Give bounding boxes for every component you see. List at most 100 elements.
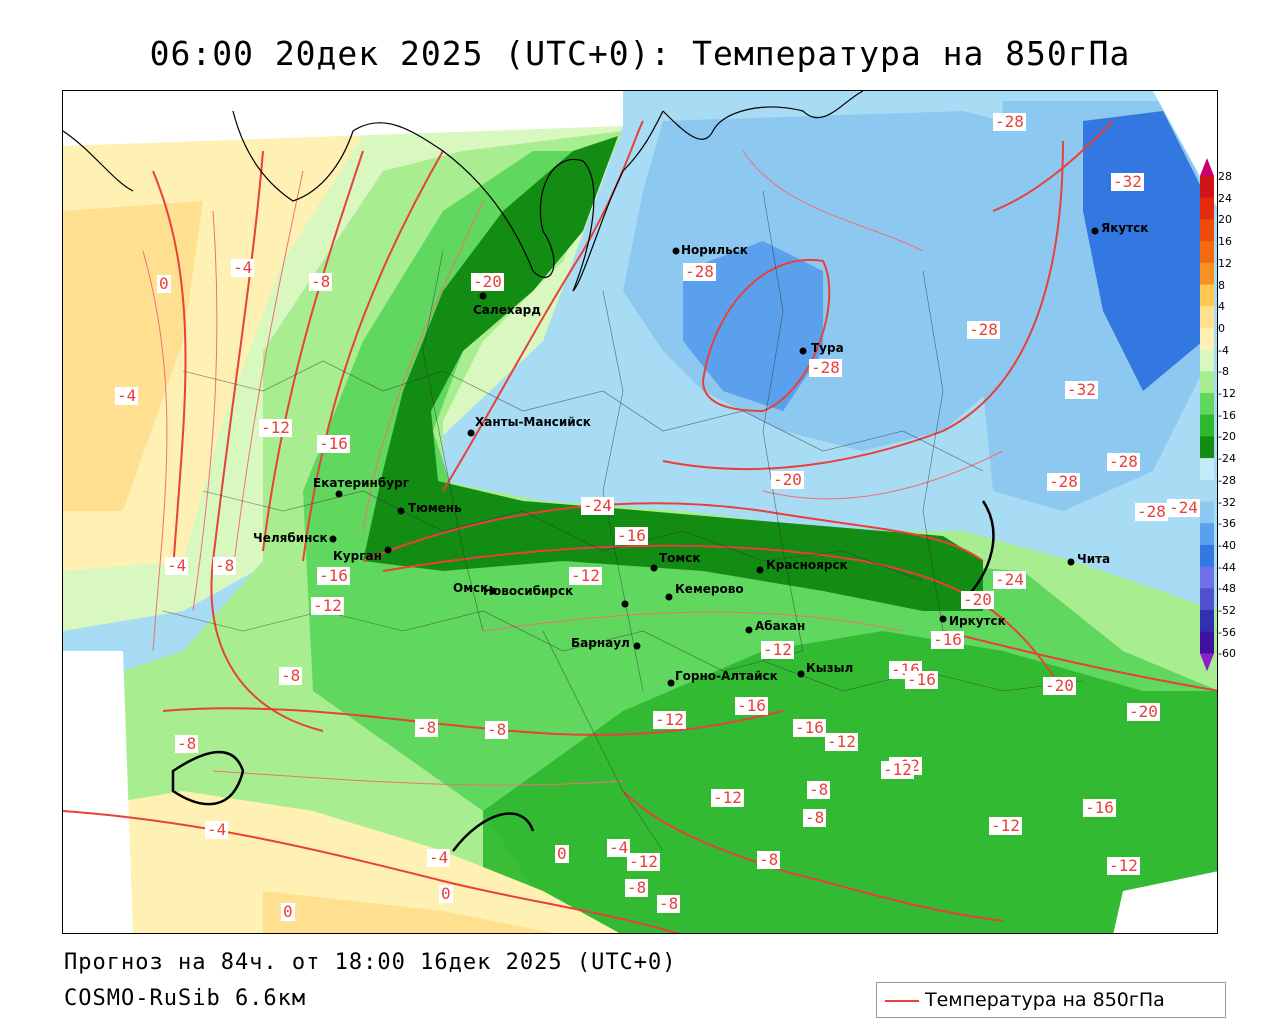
contour-label: -4 xyxy=(231,258,255,277)
scale-swatch xyxy=(1200,371,1214,394)
contour-label: -8 xyxy=(213,556,237,575)
contour-label: -28 xyxy=(993,112,1026,131)
contour-label: -12 xyxy=(825,732,858,751)
scale-tick-label: -48 xyxy=(1218,582,1236,596)
scale-top-arrow xyxy=(1200,158,1214,176)
contour-label: -28 xyxy=(809,358,842,377)
contour-label: -8 xyxy=(625,878,649,897)
scale-swatch xyxy=(1200,306,1214,329)
scale-tick-label: -44 xyxy=(1218,560,1236,574)
contour-label: -16 xyxy=(1083,798,1116,817)
contour-label: -4 xyxy=(205,820,229,839)
contour-label: -4 xyxy=(165,556,189,575)
contour-label: -12 xyxy=(653,710,686,729)
scale-tick-label: 28 xyxy=(1218,170,1232,183)
city-label: Челябинск xyxy=(253,531,328,545)
city-label: Омск xyxy=(453,581,489,595)
color-scale-bar xyxy=(1200,158,1214,672)
scale-tick-label: -40 xyxy=(1218,538,1236,552)
contour-label: -28 xyxy=(967,320,1000,339)
scale-tick-label: 4 xyxy=(1218,300,1225,314)
contour-label: -12 xyxy=(627,852,660,871)
legend: Температура на 850гПа xyxy=(876,982,1226,1018)
scale-swatch xyxy=(1200,327,1214,351)
city-label: Новосибирск xyxy=(483,584,574,598)
scale-tick-label: -4 xyxy=(1218,343,1229,357)
scale-swatch xyxy=(1200,284,1214,307)
scale-swatch xyxy=(1200,458,1214,481)
scale-tick-label: -36 xyxy=(1218,517,1236,531)
contour-label: 0 xyxy=(157,274,171,293)
contour-label: -12 xyxy=(989,816,1022,835)
scale-tick-label: 20 xyxy=(1218,213,1232,227)
contour-label: -16 xyxy=(317,566,350,585)
contour-label: -32 xyxy=(1111,172,1144,191)
scale-tick-label: 12 xyxy=(1218,256,1232,270)
forecast-info: Прогноз на 84ч. от 18:00 16дек 2025 (UTC… xyxy=(64,950,677,975)
map-canvas xyxy=(63,91,1217,933)
contour-label: -16 xyxy=(317,434,350,453)
contour-label: -12 xyxy=(569,566,602,585)
contour-label: -16 xyxy=(735,696,768,715)
model-name: COSMO-RuSib 6.6км xyxy=(64,986,307,1011)
contour-label: -20 xyxy=(1127,702,1160,721)
contour-label: -12 xyxy=(711,788,744,807)
city-label: Абакан xyxy=(755,619,806,633)
contour-label: -32 xyxy=(1065,380,1098,399)
scale-tick-label: -12 xyxy=(1218,387,1236,400)
map-title: 06:00 20дек 2025 (UTC+0): Температура на… xyxy=(149,34,1131,73)
scale-tick-label: 8 xyxy=(1218,278,1225,292)
city-label: Горно-Алтайск xyxy=(675,669,778,683)
city-label: Екатеринбург xyxy=(313,476,409,490)
scale-swatch xyxy=(1200,631,1214,654)
scale-tick-label: 24 xyxy=(1218,191,1232,205)
contour-label: -24 xyxy=(581,496,614,515)
scale-swatch xyxy=(1200,241,1214,264)
scale-swatch xyxy=(1200,566,1214,589)
contour-label: -20 xyxy=(1043,676,1076,695)
contour-label: -28 xyxy=(1047,472,1080,491)
contour-label: -16 xyxy=(905,670,938,689)
scale-tick-label: -60 xyxy=(1218,647,1236,661)
scale-swatch xyxy=(1200,501,1214,524)
city-label: Кызыл xyxy=(806,661,854,675)
scale-swatch xyxy=(1200,393,1214,416)
contour-label: -20 xyxy=(471,272,504,291)
contour-label: 0 xyxy=(281,902,295,921)
legend-line-swatch xyxy=(885,1000,919,1002)
scale-tick-label: -32 xyxy=(1218,495,1236,509)
contour-label: -28 xyxy=(1107,452,1140,471)
scale-swatch xyxy=(1200,219,1214,242)
contour-label: -20 xyxy=(771,470,804,489)
city-label: Томск xyxy=(659,551,701,565)
scale-tick-label: -24 xyxy=(1218,452,1236,466)
scale-swatch xyxy=(1200,262,1214,285)
temperature-map[interactable]: Салехард Норильск Тура Якутск Ханты-Мансийск… xyxy=(62,90,1218,934)
contour-label: -8 xyxy=(757,850,781,869)
scale-swatch xyxy=(1200,197,1214,220)
scale-tick-label: -56 xyxy=(1218,625,1236,639)
contour-label: -12 xyxy=(311,596,344,615)
contour-label: -8 xyxy=(309,272,333,291)
contour-label: -8 xyxy=(657,894,681,913)
contour-label: -8 xyxy=(807,780,831,799)
contour-label: 0 xyxy=(439,884,453,903)
scale-bottom-arrow xyxy=(1200,653,1214,672)
city-label: Красноярск xyxy=(766,558,848,572)
color-scale: 28 24 20 16 12 8 4 0 -4 -8 -12 -16 -20 -24 -28 -32 -36 -4… xyxy=(1198,158,1278,688)
contour-label: -12 xyxy=(259,418,292,437)
city-label: Чита xyxy=(1077,552,1111,566)
contour-label: -8 xyxy=(803,808,827,827)
contour-label: -16 xyxy=(615,526,648,545)
contour-label: -20 xyxy=(961,590,994,609)
scale-tick-label: 0 xyxy=(1218,321,1225,335)
scale-tick-label: 16 xyxy=(1218,235,1232,249)
scale-tick-label: -28 xyxy=(1218,473,1236,487)
contour-label: -16 xyxy=(793,718,826,737)
contour-label: -12 xyxy=(761,640,794,659)
scale-swatch xyxy=(1200,523,1214,546)
city-label: Норильск xyxy=(681,243,748,257)
city-label: Иркутск xyxy=(949,614,1006,628)
city-label: Тура xyxy=(811,341,844,355)
city-label: Кемерово xyxy=(675,582,744,596)
